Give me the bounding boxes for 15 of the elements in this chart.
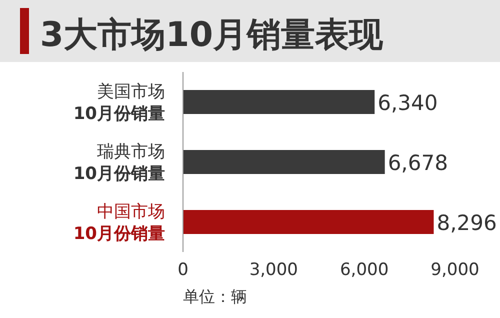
x-tick-label: 3,000 — [249, 260, 298, 280]
chart-title: 3大市场10月销量表现 — [40, 15, 384, 55]
data-label: 6,678 — [388, 151, 448, 175]
bar — [183, 210, 434, 234]
bar — [183, 150, 385, 174]
x-tick-label: 0 — [178, 260, 188, 280]
y-tick-label: 美国市场 10月份销量 — [73, 82, 165, 124]
y-tick-label: 瑞典市场 10月份销量 — [73, 142, 165, 184]
bar — [183, 90, 375, 114]
x-tick-label: 9,000 — [430, 260, 480, 280]
data-label: 6,340 — [378, 91, 438, 115]
y-tick-label: 中国市场 10月份销量 — [73, 202, 165, 244]
data-label: 8,296 — [436, 211, 497, 235]
x-tick-label: 6,000 — [340, 260, 389, 280]
text: 单位：辆 — [183, 287, 247, 306]
